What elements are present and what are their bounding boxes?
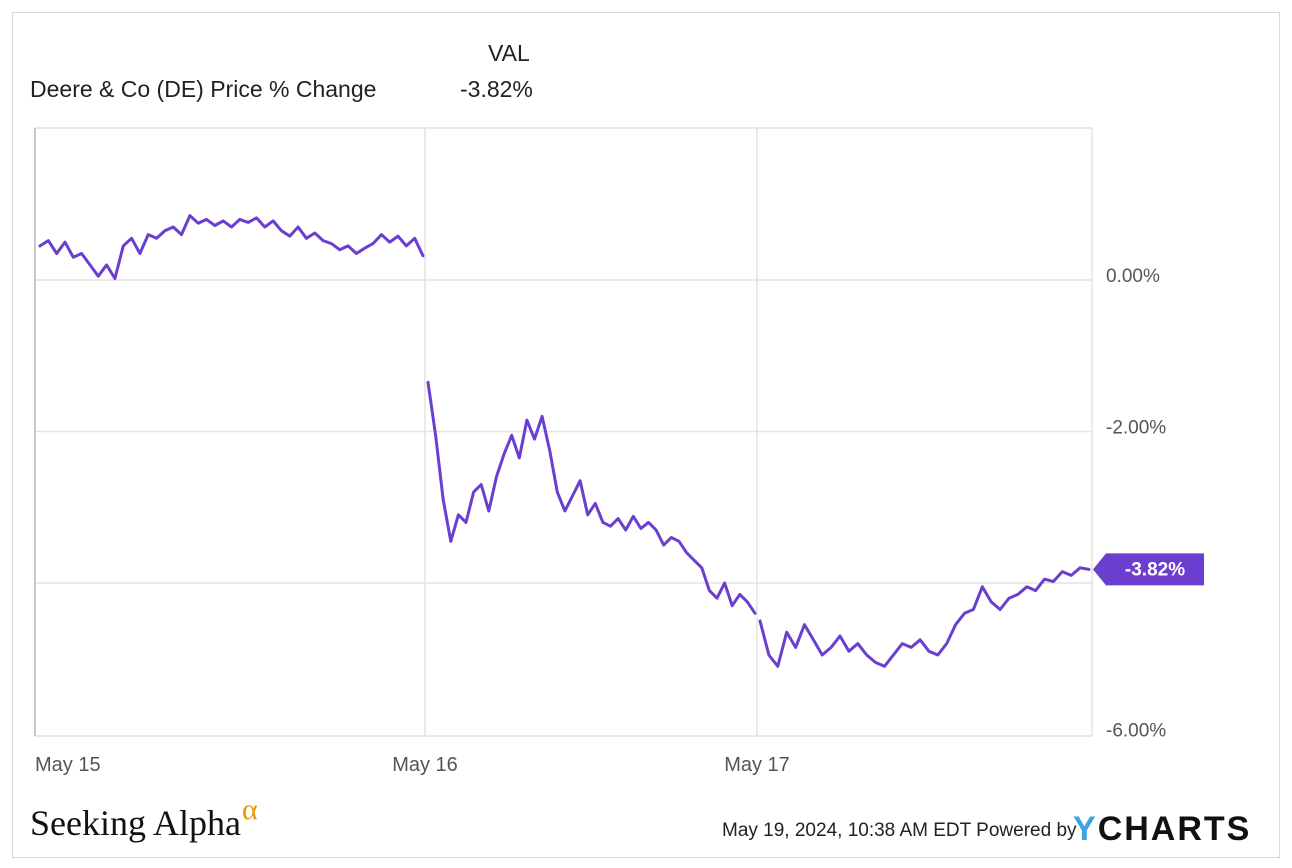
y-tick-label: 0.00%	[1106, 266, 1160, 287]
legend-series-name: Deere & Co (DE) Price % Change	[30, 76, 377, 102]
y-tick-label: -6.00%	[1106, 721, 1166, 742]
y-tick-label: -2.00%	[1106, 418, 1166, 439]
x-tick-label: May 15	[35, 754, 101, 776]
last-value-badge	[1093, 553, 1204, 586]
series-line-may-16	[426, 380, 757, 615]
legend-column-header: VAL	[488, 40, 530, 66]
alpha-mark-icon: α	[241, 793, 258, 826]
footer-timestamp: May 19, 2024, 10:38 AM EDT Powered by	[722, 820, 1077, 841]
legend-series-value: -3.82%	[460, 76, 533, 102]
seeking-alpha-logo: Seeking Alphaα	[30, 793, 258, 844]
series-line-may-15	[38, 214, 425, 280]
seeking-alpha-wordmark: Seeking Alpha	[30, 803, 241, 843]
last-value-label: -3.82%	[1125, 559, 1185, 580]
ycharts-logo: YCHARTS	[1073, 810, 1251, 849]
ycharts-logo-y: Y	[1073, 810, 1098, 848]
ycharts-logo-text: CHARTS	[1097, 810, 1252, 848]
x-tick-label: May 16	[392, 754, 458, 776]
x-tick-label: May 17	[724, 754, 790, 776]
chart-frame	[12, 12, 1280, 858]
series-line-may-17	[758, 566, 1091, 668]
